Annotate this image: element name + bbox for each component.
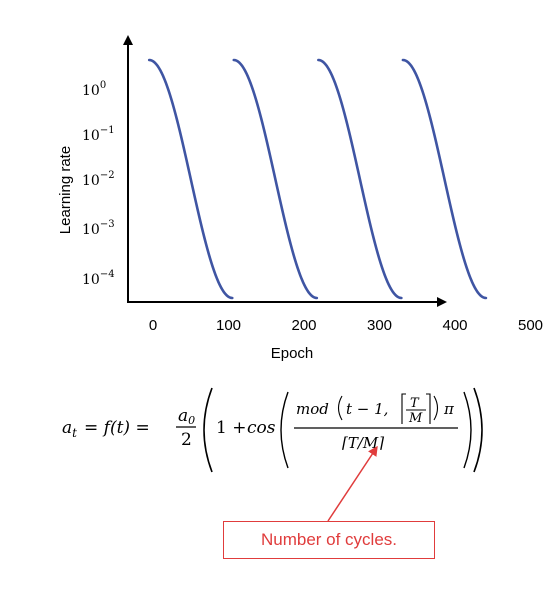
x-tick-label: 400: [442, 317, 467, 334]
y-tick-label: 10−3: [82, 219, 115, 238]
svg-text:a0: a0: [178, 406, 195, 427]
callout-label: Number of cycles.: [260, 530, 398, 549]
formula-lhs: a: [62, 418, 72, 438]
formula: at = f(t) = a0 2 1 + cos mod t − 1, T M …: [62, 387, 483, 473]
y-tick-label: 10−4: [82, 269, 115, 288]
paren-left-2: [280, 391, 289, 469]
formula-pi: π: [443, 400, 455, 418]
lr-cycle-curve: [401, 58, 488, 300]
x-tick-label: 300: [367, 317, 392, 334]
x-tick-labels: 0100200300400500600: [149, 317, 543, 334]
x-tick-label: 500: [518, 317, 543, 334]
y-tick-label: 10−2: [82, 170, 115, 189]
y-axis-title: Learning rate: [57, 146, 74, 234]
formula-one-plus: 1 +: [216, 418, 246, 438]
x-tick-label: 200: [291, 317, 316, 334]
y-tick-label: 100: [82, 80, 106, 99]
lr-cycle-curve: [147, 58, 234, 300]
formula-denominator: ⌈T/M⌉: [342, 434, 384, 452]
formula-inner-arg: t − 1,: [346, 400, 388, 418]
paren-left-big: [203, 387, 213, 473]
formula-den-2: 2: [181, 430, 192, 450]
formula-ceil-num: T: [410, 396, 420, 411]
number-of-cycles-callout: Number of cycles.: [223, 521, 435, 559]
formula-lhs-sub: t: [72, 426, 77, 440]
formula-cos: cos: [247, 418, 276, 438]
x-tick-label: 0: [149, 317, 157, 334]
lr-cycle-curve: [232, 58, 319, 300]
series-layer: [147, 58, 488, 300]
x-tick-label: 100: [216, 317, 241, 334]
formula-eq1: = f(t) =: [84, 418, 150, 438]
formula-mod: mod: [296, 400, 329, 418]
paren-right-2: [463, 391, 472, 469]
formula-ceil-den: M: [408, 411, 423, 426]
y-tick-label: 10−1: [82, 125, 115, 144]
formula-num-a: a: [178, 406, 188, 426]
x-axis-title: Epoch: [271, 345, 314, 362]
y-tick-labels: 100 10−1 10−2 10−3 10−4: [82, 80, 115, 288]
svg-text:at: at: [62, 418, 77, 440]
lr-cycle-curve: [317, 58, 403, 300]
callout-arrow: [327, 445, 378, 522]
formula-num-sub: 0: [188, 414, 195, 427]
paren-right-big: [473, 387, 483, 473]
